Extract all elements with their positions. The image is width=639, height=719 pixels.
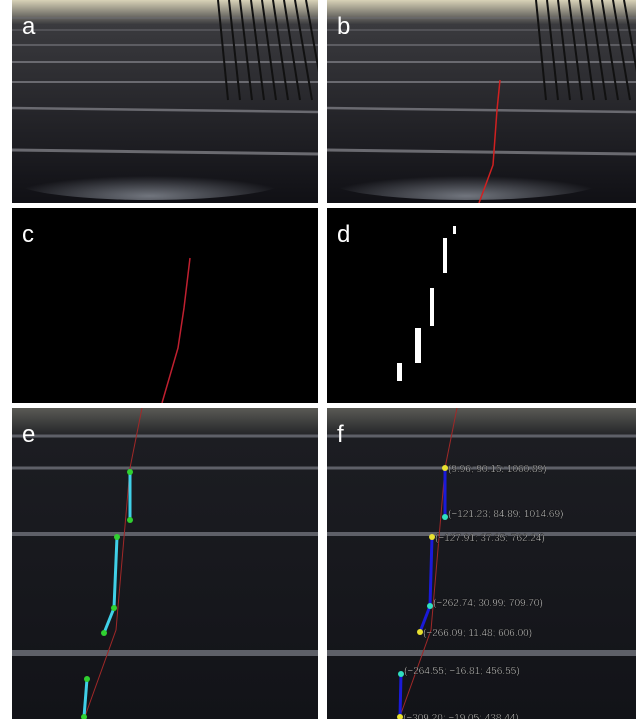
coordinate-label: (−264.55; −16.81; 456.55) (404, 666, 520, 677)
panel-label: c (22, 221, 34, 248)
light-reflection (12, 160, 287, 200)
light-reflection (327, 160, 605, 200)
coordinate-label: (−121.23; 84.89; 1014.69) (448, 509, 563, 520)
panel-label: f (337, 421, 344, 448)
figure: a b c d e (9.96; 90.15; 1060.89) (−121.23; 84.… (0, 0, 639, 719)
point (127, 517, 133, 523)
panel-label: b (337, 13, 350, 40)
point (111, 605, 117, 611)
binary-segment (443, 238, 447, 273)
point (84, 676, 90, 682)
panel-label: d (337, 221, 350, 248)
panel: e (12, 408, 318, 719)
binary-segment (397, 363, 402, 381)
panel: a (12, 0, 324, 203)
point (127, 469, 133, 475)
photo (12, 408, 318, 719)
point (114, 534, 120, 540)
panel: d (327, 208, 636, 403)
coordinate-label: (−262.74; 30.99; 709.70) (433, 598, 543, 609)
panel-label: e (22, 421, 35, 448)
panel: c (12, 208, 318, 403)
panels: a b c d e (9.96; 90.15; 1060.89) (−121.23; 84.… (12, 0, 639, 719)
panel-label: a (22, 13, 36, 40)
coordinate-label: (9.96; 90.15; 1060.89) (448, 464, 546, 475)
point (101, 630, 107, 636)
coordinate-label: (−266.09; 11.48; 606.00) (423, 628, 532, 639)
coordinate-label: (−309.20; −19.05; 438.44) (403, 713, 519, 719)
photo (327, 208, 636, 403)
panel: (9.96; 90.15; 1060.89) (−121.23; 84.89; 1… (327, 408, 636, 719)
binary-segment (415, 328, 421, 363)
fitted-segment (430, 537, 432, 606)
fitted-segment (400, 674, 401, 717)
coordinate-label: (−127.91; 37.35; 762.24) (435, 533, 545, 544)
binary-segment (430, 288, 434, 326)
panel: b (327, 0, 639, 203)
binary-segment (453, 226, 456, 234)
photo (12, 208, 318, 403)
